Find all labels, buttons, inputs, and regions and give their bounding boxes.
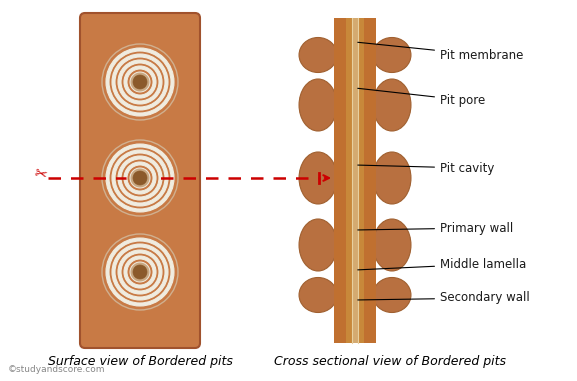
Ellipse shape <box>130 168 150 188</box>
Text: Primary wall: Primary wall <box>358 221 514 234</box>
Ellipse shape <box>121 253 159 291</box>
Ellipse shape <box>102 44 178 120</box>
Ellipse shape <box>373 277 411 312</box>
Text: ©studyandscore.com: ©studyandscore.com <box>8 365 106 374</box>
Ellipse shape <box>299 152 337 204</box>
Ellipse shape <box>133 171 147 185</box>
Ellipse shape <box>299 277 337 312</box>
Ellipse shape <box>133 75 147 89</box>
Ellipse shape <box>299 219 337 271</box>
Ellipse shape <box>106 144 174 212</box>
Ellipse shape <box>106 238 174 306</box>
Ellipse shape <box>109 241 171 303</box>
Bar <box>352 18 358 343</box>
Ellipse shape <box>124 162 156 194</box>
Ellipse shape <box>124 256 156 288</box>
Ellipse shape <box>102 234 178 310</box>
Ellipse shape <box>373 37 411 72</box>
Ellipse shape <box>299 79 337 131</box>
Ellipse shape <box>115 247 165 297</box>
Text: Pit membrane: Pit membrane <box>358 42 523 61</box>
Ellipse shape <box>127 165 153 191</box>
Ellipse shape <box>299 37 337 72</box>
Ellipse shape <box>127 69 153 95</box>
Text: Surface view of Bordered pits: Surface view of Bordered pits <box>47 355 233 368</box>
Text: Pit pore: Pit pore <box>358 88 485 107</box>
Ellipse shape <box>373 79 411 131</box>
Bar <box>358 18 364 343</box>
Bar <box>346 18 352 343</box>
Ellipse shape <box>373 152 411 204</box>
Ellipse shape <box>124 66 156 98</box>
Ellipse shape <box>106 48 174 116</box>
Text: Pit cavity: Pit cavity <box>358 162 494 174</box>
Ellipse shape <box>121 159 159 197</box>
Ellipse shape <box>130 72 150 92</box>
Ellipse shape <box>373 219 411 271</box>
Ellipse shape <box>118 250 162 294</box>
Ellipse shape <box>121 63 159 101</box>
Ellipse shape <box>115 57 165 107</box>
Ellipse shape <box>130 262 150 282</box>
Ellipse shape <box>109 147 171 209</box>
Ellipse shape <box>127 259 153 285</box>
Bar <box>364 18 376 343</box>
Ellipse shape <box>112 244 168 300</box>
Bar <box>334 18 346 343</box>
Text: Cross sectional view of Bordered pits: Cross sectional view of Bordered pits <box>274 355 506 368</box>
Text: ✂: ✂ <box>32 165 48 183</box>
Ellipse shape <box>102 140 178 216</box>
Ellipse shape <box>112 150 168 206</box>
Ellipse shape <box>118 156 162 200</box>
Ellipse shape <box>115 153 165 203</box>
FancyBboxPatch shape <box>80 13 200 348</box>
Ellipse shape <box>109 51 171 113</box>
Ellipse shape <box>118 60 162 104</box>
Text: Middle lamella: Middle lamella <box>358 258 526 271</box>
Ellipse shape <box>112 54 168 110</box>
Text: Secondary wall: Secondary wall <box>358 291 530 304</box>
Ellipse shape <box>133 265 147 279</box>
